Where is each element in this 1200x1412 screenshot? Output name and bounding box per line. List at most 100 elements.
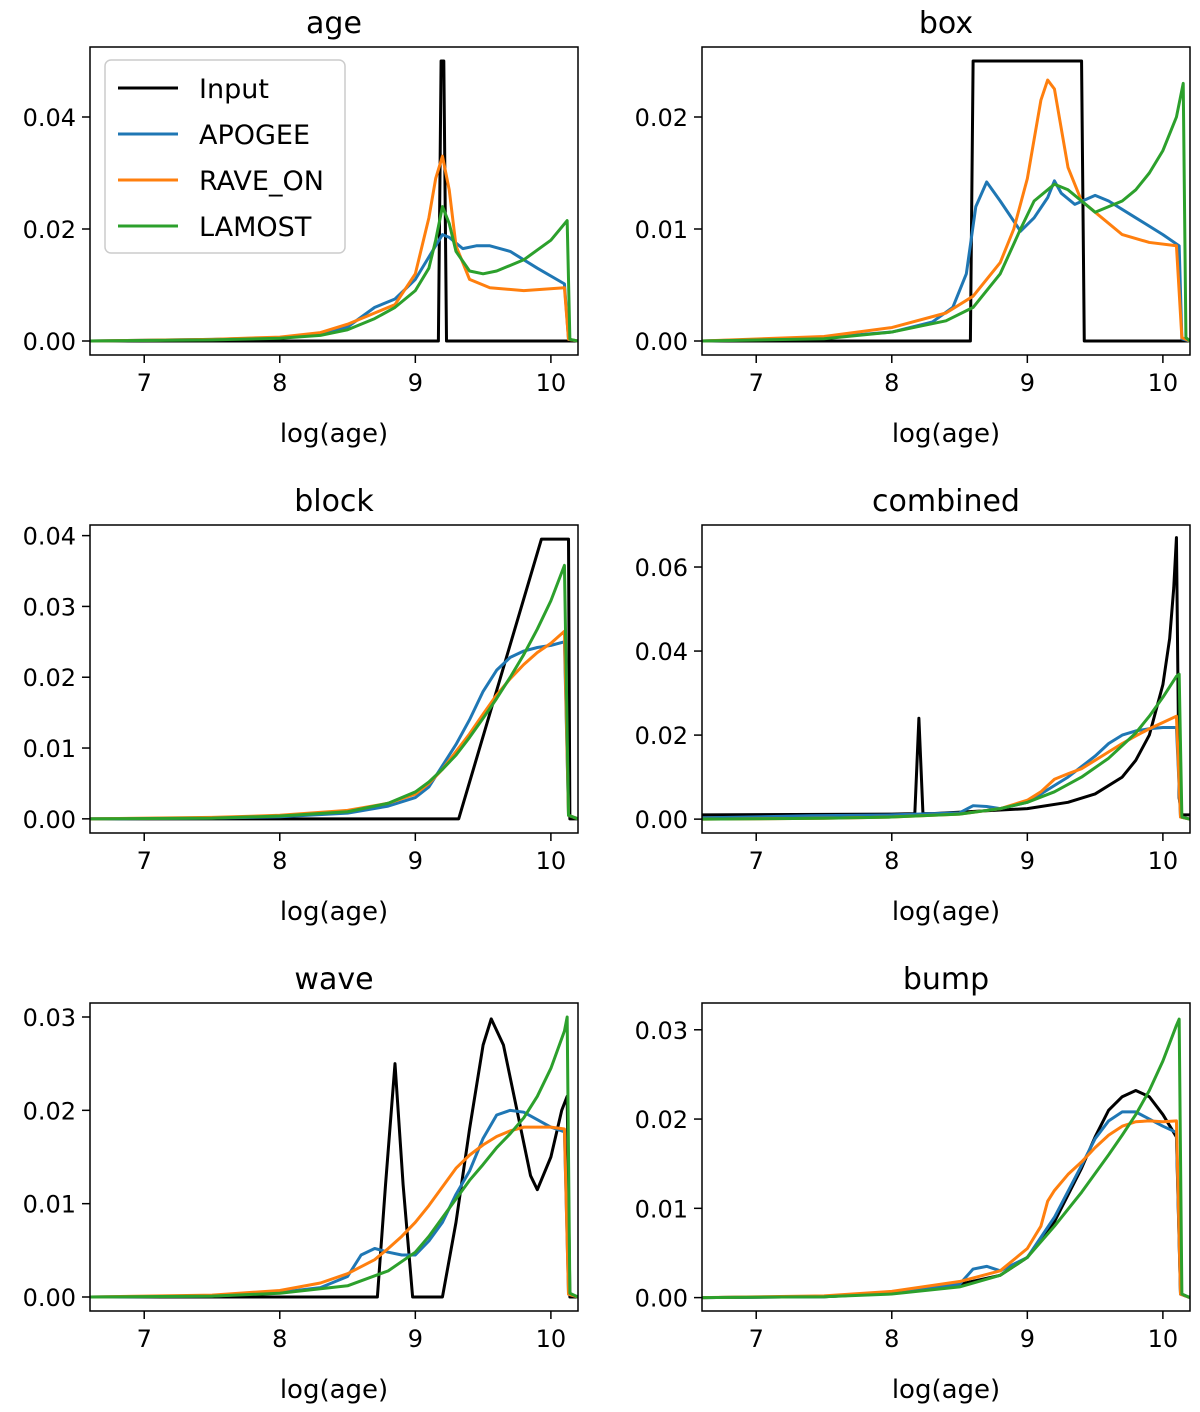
legend-label-rave-on: RAVE_ON	[199, 166, 324, 197]
panel-combined-axes-frame	[701, 524, 1191, 834]
panel-box-series-apogee	[702, 179, 1190, 343]
panel-wave-ytick-label: 0.03	[23, 1004, 76, 1032]
panel-combined-xlabel: log(age)	[892, 897, 1000, 927]
panel-bump-ytick-label: 0.00	[635, 1285, 688, 1313]
panel-box-xtick-label: 10	[1148, 369, 1179, 397]
panel-bump-series-apogee	[702, 1110, 1190, 1300]
panel-block-title: block	[294, 484, 374, 519]
panel-wave-xlabel: log(age)	[280, 1375, 388, 1405]
panel-age-series-lamost	[90, 205, 578, 343]
panel-combined-series-input	[702, 536, 1190, 817]
panel-combined-series-rave-on	[702, 714, 1190, 821]
panel-age-axes-frame	[89, 46, 579, 356]
panel-bump-xtick-label: 9	[1020, 1325, 1035, 1353]
panel-wave-xtick-label: 7	[137, 1325, 152, 1353]
panel-wave-ytick-label: 0.02	[23, 1097, 76, 1125]
panel-box-series-input	[702, 59, 1190, 343]
panel-age-xtick-label: 8	[272, 369, 287, 397]
panel-block-axes-frame	[89, 524, 579, 834]
panel-box-xtick-label: 7	[749, 369, 764, 397]
panel-combined: combined 7 8 9 10 0.00 0.02 0.04 0.06 log(age)	[635, 484, 1191, 927]
panel-block-series-lamost	[90, 563, 578, 821]
panel-combined-xtick-label: 8	[884, 847, 899, 875]
panel-wave-ytick-label: 0.01	[23, 1191, 76, 1219]
panel-age-series-input	[90, 59, 578, 343]
panel-wave-series-lamost	[90, 1015, 578, 1299]
panel-wave-axes-frame	[89, 1002, 579, 1312]
panel-block-xtick-label: 9	[408, 847, 423, 875]
panel-box: box 7 8 9 10 0.00 0.01 0.02 log(age)	[635, 6, 1191, 449]
panel-box-ytick-label: 0.00	[635, 328, 688, 356]
panel-box-series-lamost	[702, 81, 1190, 343]
panel-wave-series-input	[90, 1017, 578, 1299]
panel-bump-xlabel: log(age)	[892, 1375, 1000, 1405]
panel-combined-xtick-label: 7	[749, 847, 764, 875]
panel-box-xtick-label: 9	[1020, 369, 1035, 397]
panel-wave-series-rave-on	[90, 1125, 578, 1299]
panel-wave-series-apogee	[90, 1108, 578, 1299]
panel-block-ytick-label: 0.00	[23, 806, 76, 834]
legend-label-input: Input	[199, 74, 269, 105]
legend-label-lamost: LAMOST	[199, 212, 312, 243]
panel-bump-ytick-label: 0.01	[635, 1195, 688, 1223]
panel-wave-lines	[90, 1015, 578, 1299]
panel-bump-series-rave-on	[702, 1119, 1190, 1300]
panel-box-series-rave-on	[702, 78, 1190, 343]
panel-combined-ytick-label: 0.00	[635, 806, 688, 834]
panel-block-ytick-label: 0.01	[23, 735, 76, 763]
panel-combined-ytick-label: 0.04	[635, 638, 688, 666]
panel-bump-title: bump	[903, 962, 989, 997]
panel-wave-xtick-label: 9	[408, 1325, 423, 1353]
panel-wave-xtick-label: 8	[272, 1325, 287, 1353]
panel-combined-ytick-label: 0.02	[635, 722, 688, 750]
legend: Input APOGEE RAVE_ON LAMOST	[104, 59, 346, 254]
panel-bump-xtick-label: 7	[749, 1325, 764, 1353]
panel-combined-series-apogee	[702, 726, 1190, 821]
panel-bump-xtick-label: 10	[1148, 1325, 1179, 1353]
panel-box-xtick-label: 8	[884, 369, 899, 397]
panel-bump-series-lamost	[702, 1017, 1190, 1300]
panel-age-ytick-label: 0.04	[23, 104, 76, 132]
legend-label-apogee: APOGEE	[199, 120, 310, 151]
panel-bump-axes-frame	[701, 1002, 1191, 1312]
panel-box-title: box	[919, 6, 973, 41]
panel-age-xtick-label: 10	[536, 369, 567, 397]
panel-block-ytick-label: 0.03	[23, 593, 76, 621]
panel-age-ytick-label: 0.00	[23, 328, 76, 356]
panel-combined-ytick-label: 0.06	[635, 554, 688, 582]
panel-age-xtick-label: 9	[408, 369, 423, 397]
panel-age-xlabel: log(age)	[280, 419, 388, 449]
panel-block-xtick-label: 8	[272, 847, 287, 875]
panel-box-axes-frame	[701, 46, 1191, 356]
panel-age: age 7 8 9 10 0.00 0.02 0.04 log(age) Input APOGEE R…	[23, 6, 579, 449]
panel-block: block 7 8 9 10 0.00 0.01 0.02 0.03 0.04 log(age)	[23, 484, 579, 927]
panel-block-xlabel: log(age)	[280, 897, 388, 927]
panel-wave: wave 7 8 9 10 0.00 0.01 0.02 0.03 log(age)	[23, 962, 579, 1405]
panel-wave-ytick-label: 0.00	[23, 1284, 76, 1312]
panel-block-series-apogee	[90, 640, 578, 821]
panel-box-xlabel: log(age)	[892, 419, 1000, 449]
panel-age-ytick-label: 0.02	[23, 216, 76, 244]
panel-wave-xtick-label: 10	[536, 1325, 567, 1353]
panel-bump-lines	[702, 1017, 1190, 1300]
panel-bump-series-input	[702, 1088, 1190, 1300]
panel-combined-xtick-label: 10	[1148, 847, 1179, 875]
panel-combined-lines	[702, 536, 1190, 821]
panel-bump-ytick-label: 0.03	[635, 1017, 688, 1045]
panel-age-lines	[90, 59, 578, 343]
panel-age-series-rave-on	[90, 154, 578, 343]
panel-box-ytick-label: 0.02	[635, 104, 688, 132]
panel-block-lines	[90, 537, 578, 821]
panel-combined-title: combined	[872, 484, 1020, 519]
panel-wave-title: wave	[294, 962, 373, 997]
panel-block-xtick-label: 10	[536, 847, 567, 875]
panel-age-xtick-label: 7	[137, 369, 152, 397]
panel-combined-series-lamost	[702, 672, 1190, 821]
panel-block-series-input	[90, 537, 578, 821]
panel-bump: bump 7 8 9 10 0.00 0.01 0.02 0.03 log(age)	[635, 962, 1191, 1405]
panel-bump-xtick-label: 8	[884, 1325, 899, 1353]
panel-combined-xtick-label: 9	[1020, 847, 1035, 875]
panel-age-title: age	[306, 6, 362, 41]
panel-block-ytick-label: 0.02	[23, 664, 76, 692]
